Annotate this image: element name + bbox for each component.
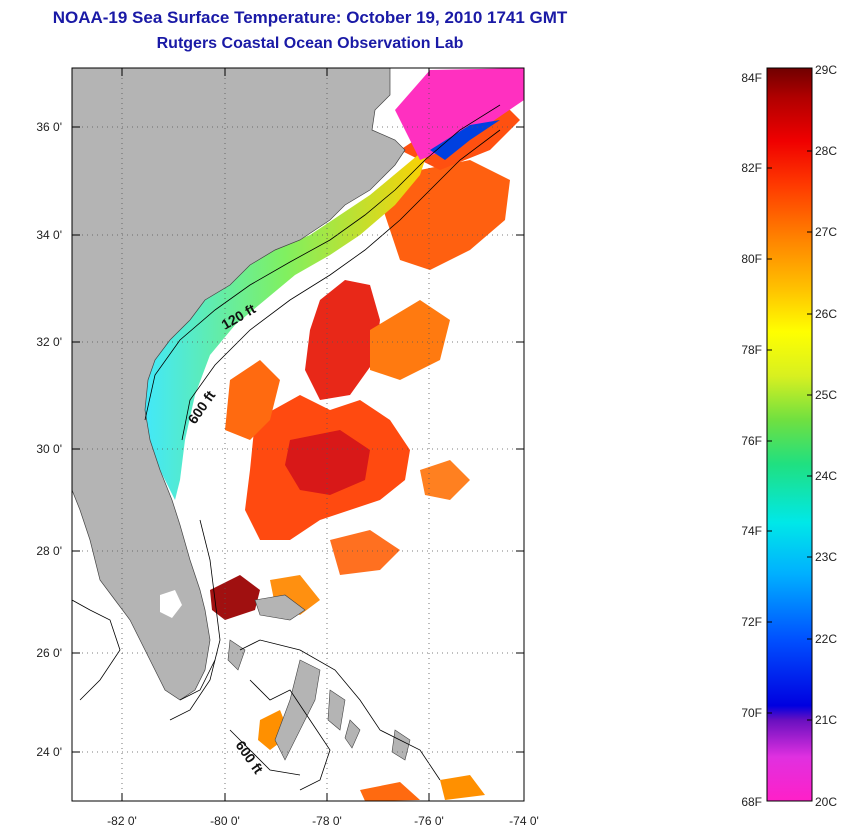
lon-label: -82 0' xyxy=(107,814,137,828)
f-label: 78F xyxy=(741,343,762,357)
f-label: 80F xyxy=(741,252,762,266)
lat-label: 36 0' xyxy=(36,120,62,134)
c-label: 23C xyxy=(815,550,837,564)
c-label: 22C xyxy=(815,632,837,646)
lake-okeechobee xyxy=(160,590,182,618)
isobath-contours xyxy=(72,104,501,791)
c-label: 21C xyxy=(815,713,837,727)
c-label: 28C xyxy=(815,144,837,158)
f-label: 74F xyxy=(741,524,762,538)
colorbar-fahrenheit-labels: 84F 82F 80F 78F 76F 74F 72F 70F 68F xyxy=(741,71,762,809)
c-label: 20C xyxy=(815,795,837,809)
lat-label: 34 0' xyxy=(36,228,62,242)
lat-label: 24 0' xyxy=(36,745,62,759)
f-label: 68F xyxy=(741,795,762,809)
colorbar-ticks xyxy=(767,150,812,721)
map-subtitle: Rutgers Coastal Ocean Observation Lab xyxy=(156,35,464,52)
c-label: 27C xyxy=(815,225,837,239)
colorbar-celsius-labels: 29C 28C 27C 26C 25C 24C 23C 22C 21C 20C xyxy=(815,63,837,809)
c-label: 26C xyxy=(815,307,837,321)
map-frame xyxy=(71,67,525,802)
f-label: 72F xyxy=(741,615,762,629)
map-title: NOAA-19 Sea Surface Temperature: October… xyxy=(52,8,568,27)
map-grid xyxy=(72,68,524,801)
latitude-labels: 36 0' 34 0' 32 0' 30 0' 28 0' 26 0' 24 0… xyxy=(36,120,62,759)
lat-label: 28 0' xyxy=(36,544,62,558)
north-pink-patch xyxy=(395,68,524,160)
sst-map: 120 ft 600 ft 600 ft xyxy=(72,68,524,801)
lon-label: -74 0' xyxy=(509,814,539,828)
f-label: 82F xyxy=(741,161,762,175)
temperature-colorbar xyxy=(766,67,813,802)
c-label: 24C xyxy=(815,469,837,483)
lon-label: -80 0' xyxy=(210,814,240,828)
f-label: 76F xyxy=(741,434,762,448)
lat-label: 26 0' xyxy=(36,646,62,660)
bahamas-islands xyxy=(227,594,411,761)
longitude-labels: -82 0' -80 0' -78 0' -76 0' -74 0' xyxy=(107,814,539,828)
land-southeast-us xyxy=(72,68,406,701)
c-label: 29C xyxy=(815,63,837,77)
f-label: 70F xyxy=(741,706,762,720)
coastal-cold-band xyxy=(140,145,430,500)
lon-label: -78 0' xyxy=(312,814,342,828)
lat-label: 32 0' xyxy=(36,335,62,349)
lon-label: -76 0' xyxy=(414,814,444,828)
c-label: 25C xyxy=(815,388,837,402)
f-label: 84F xyxy=(741,71,762,85)
lat-label: 30 0' xyxy=(36,442,62,456)
map-ticks xyxy=(72,68,524,801)
